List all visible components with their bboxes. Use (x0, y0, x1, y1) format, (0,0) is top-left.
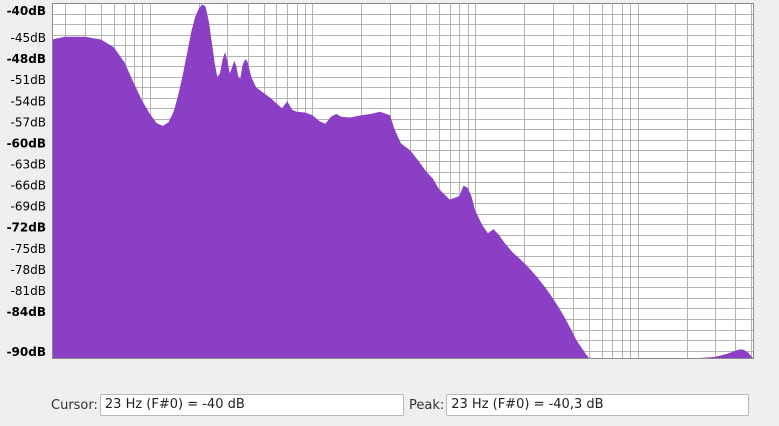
y-tick-label: -51dB (11, 73, 46, 87)
y-tick-label: -72dB (7, 221, 46, 235)
spectrum-chart-svg[interactable]: -40dB -45dB -48dB -51dB -54dB -57dB -60dB -63dB… (0, 0, 779, 362)
y-tick-label: -66dB (11, 179, 46, 193)
y-tick-label: -63dB (11, 158, 46, 172)
y-tick-label: -81dB (11, 284, 46, 298)
cursor-readout: Cursor: 23 Hz (F#0) = -40 dB (51, 393, 404, 417)
y-tick-label: -78dB (11, 263, 46, 277)
y-axis-labels: -40dB -45dB -48dB -51dB -54dB -57dB -60dB -63dB… (7, 4, 46, 359)
y-tick-label: -84dB (7, 305, 46, 319)
y-tick-label: -48dB (7, 52, 46, 66)
spectrum-plot[interactable]: -40dB -45dB -48dB -51dB -54dB -57dB -60dB -63dB… (0, 0, 779, 362)
peak-readout: Peak: 23 Hz (F#0) = -40,3 dB (409, 393, 750, 417)
cursor-value-field[interactable]: 23 Hz (F#0) = -40 dB (99, 394, 404, 416)
peak-label: Peak: (409, 397, 445, 413)
cursor-label: Cursor: (51, 397, 98, 413)
plot-frame (52, 3, 754, 359)
y-tick-label: -45dB (11, 31, 46, 45)
y-tick-label: -57dB (11, 115, 46, 129)
peak-value-field[interactable]: 23 Hz (F#0) = -40,3 dB (446, 394, 750, 416)
spectrum-fill-area (52, 4, 754, 360)
y-tick-label: -75dB (11, 242, 46, 256)
y-tick-label: -40dB (7, 4, 46, 18)
y-tick-label: -54dB (11, 94, 46, 108)
y-tick-label: -90dB (7, 345, 46, 359)
y-tick-label: -69dB (11, 200, 46, 214)
y-tick-label: -60dB (7, 136, 46, 150)
